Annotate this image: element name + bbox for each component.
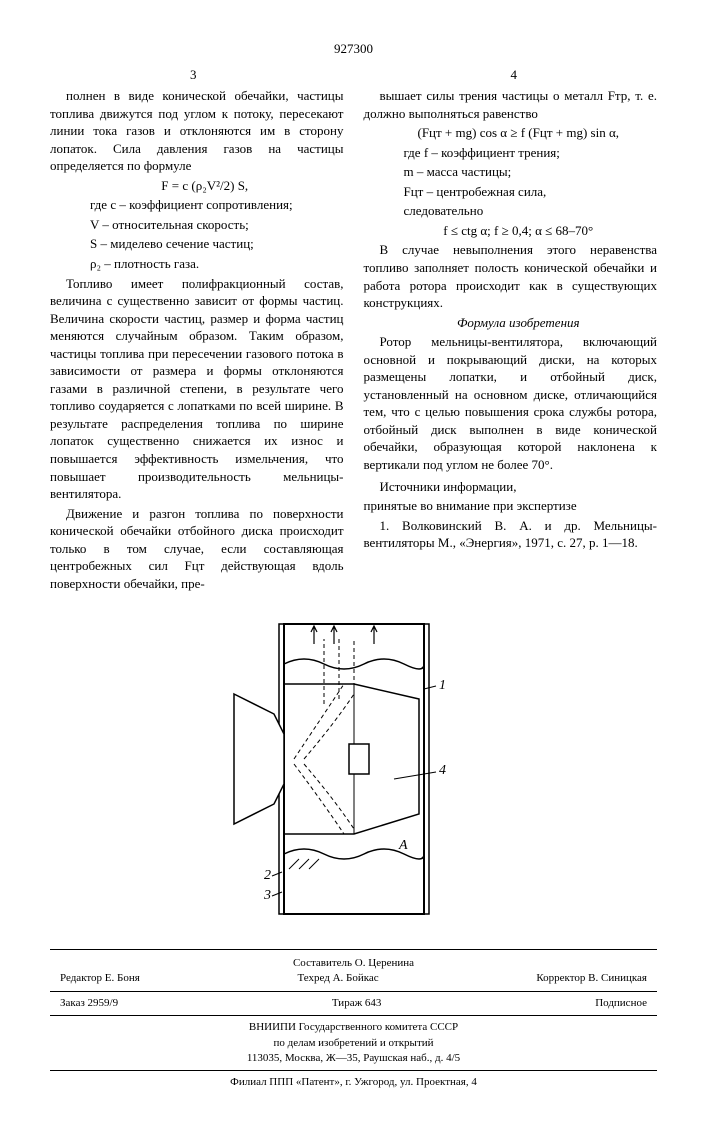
col-right-num: 4 xyxy=(511,66,518,84)
right-column: вышает силы трения частицы о металл Fтр,… xyxy=(364,87,658,594)
compiler: Составитель О. Церенина xyxy=(50,956,657,971)
svg-text:A: A xyxy=(398,838,408,853)
left-p3: Движение и разгон топлива по поверхности… xyxy=(50,505,344,593)
formula-3: f ≤ ctg α; f ≥ 0,4; α ≤ 68–70° xyxy=(364,222,658,240)
addr2: Филиал ППП «Патент», г. Ужгород, ул. Про… xyxy=(50,1075,657,1090)
right-p2: В случае невыполнения этого неравенства … xyxy=(364,241,658,311)
org2: по делам изобретений и открытий xyxy=(50,1036,657,1051)
where-f: где f – коэффициент трения; xyxy=(364,144,658,162)
text-columns: полнен в виде конической обечайки, части… xyxy=(50,87,657,594)
where-m: m – масса частицы; xyxy=(364,163,658,181)
corrector: Корректор В. Синицкая xyxy=(536,971,647,986)
claims-text: Ротор мельницы-вентилятора, включающий о… xyxy=(364,333,658,473)
right-p1: вышает силы трения частицы о металл Fтр,… xyxy=(364,87,658,122)
where-sledov: следовательно xyxy=(364,202,658,220)
where-v: V – относительная скорость; xyxy=(50,216,344,234)
svg-text:2: 2 xyxy=(264,868,271,883)
svg-text:3: 3 xyxy=(263,888,271,903)
svg-text:4: 4 xyxy=(439,763,446,778)
footer: Составитель О. Церенина Редактор Е. Боня… xyxy=(50,949,657,1091)
claims-title: Формула изобретения xyxy=(364,314,658,332)
sign: Подписное xyxy=(595,996,647,1011)
sources-sub: принятые во внимание при экспертизе xyxy=(364,497,658,515)
editor: Редактор Е. Боня xyxy=(60,971,140,986)
sources-title: Источники информации, xyxy=(364,478,658,496)
org1: ВНИИПИ Государственного комитета СССР xyxy=(50,1020,657,1035)
column-numbers: 3 4 xyxy=(50,66,657,84)
where-s: S – миделево сечение частиц; xyxy=(50,235,344,253)
order: Заказ 2959/9 xyxy=(60,996,118,1011)
source-1: 1. Волковинский В. А. и др. Мельницы-вен… xyxy=(364,517,658,552)
left-p1: полнен в виде конической обечайки, части… xyxy=(50,87,344,175)
figure-diagram: 1 4 A 2 3 xyxy=(50,614,657,929)
where-fct: Fцт – центробежная сила, xyxy=(364,183,658,201)
where-c: где c – коэффициент сопротивления; xyxy=(50,196,344,214)
svg-text:1: 1 xyxy=(439,678,446,693)
formula-1: F = c (ρ₂V²/2) S, xyxy=(50,177,344,195)
doc-number: 927300 xyxy=(50,40,657,58)
techred: Техред А. Бойкас xyxy=(297,971,378,986)
left-column: полнен в виде конической обечайки, части… xyxy=(50,87,344,594)
col-left-num: 3 xyxy=(190,66,197,84)
left-p2: Топливо имеет полифракционный состав, ве… xyxy=(50,275,344,503)
where-rho: ρ₂ – плотность газа. xyxy=(50,255,344,273)
footer-order: Заказ 2959/9 Тираж 643 Подписное xyxy=(50,996,657,1011)
addr1: 113035, Москва, Ж—35, Раушская наб., д. … xyxy=(50,1051,657,1066)
tirage: Тираж 643 xyxy=(332,996,382,1011)
formula-2: (Fцт + mg) cos α ≥ f (Fцт + mg) sin α, xyxy=(364,124,658,142)
rotor-diagram-svg: 1 4 A 2 3 xyxy=(224,614,484,924)
footer-credits: Редактор Е. Боня Техред А. Бойкас Коррек… xyxy=(50,971,657,986)
